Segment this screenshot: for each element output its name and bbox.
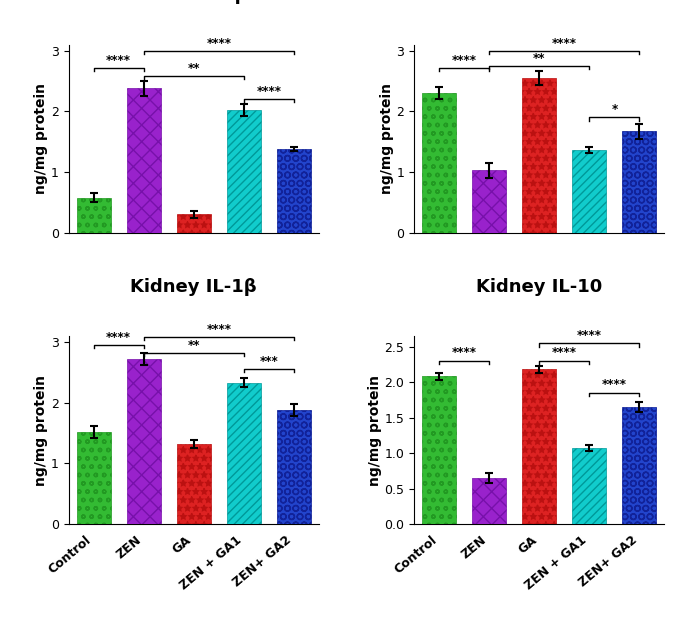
Bar: [572, 150, 606, 233]
Text: ****: ****: [451, 346, 477, 360]
Bar: [572, 448, 606, 524]
Bar: [623, 132, 656, 233]
Title: Liver IL-1β: Liver IL-1β: [140, 0, 247, 4]
Text: ****: ****: [256, 85, 282, 98]
Bar: [227, 110, 261, 233]
Text: **: **: [188, 339, 200, 352]
Bar: [277, 410, 311, 524]
Text: *: *: [611, 104, 617, 116]
Text: **: **: [188, 62, 200, 75]
Title: Liver IL-10: Liver IL-10: [486, 0, 593, 4]
Text: ****: ****: [577, 328, 602, 342]
Bar: [472, 170, 506, 233]
Bar: [422, 376, 456, 524]
Bar: [127, 88, 161, 233]
Y-axis label: ng/mg protein: ng/mg protein: [368, 374, 382, 486]
Bar: [422, 93, 456, 233]
Title: Kidney IL-1β: Kidney IL-1β: [130, 277, 257, 296]
Text: ****: ****: [106, 54, 131, 66]
Bar: [227, 383, 261, 524]
Bar: [177, 215, 211, 233]
Text: ****: ****: [451, 54, 477, 66]
Text: ****: ****: [602, 378, 627, 391]
Bar: [472, 478, 506, 524]
Text: ****: ****: [552, 346, 577, 360]
Bar: [177, 444, 211, 524]
Text: ***: ***: [260, 355, 278, 367]
Bar: [623, 407, 656, 524]
Text: ****: ****: [206, 323, 232, 336]
Text: ****: ****: [206, 36, 232, 50]
Y-axis label: ng/mg protein: ng/mg protein: [34, 83, 48, 194]
Bar: [522, 78, 556, 233]
Y-axis label: ng/mg protein: ng/mg protein: [34, 374, 48, 486]
Bar: [522, 369, 556, 524]
Bar: [77, 197, 110, 233]
Text: ****: ****: [106, 331, 131, 344]
Y-axis label: ng/mg protein: ng/mg protein: [379, 83, 394, 194]
Text: ****: ****: [552, 36, 577, 50]
Bar: [77, 432, 110, 524]
Bar: [277, 149, 311, 233]
Bar: [127, 359, 161, 524]
Text: **: **: [533, 52, 545, 65]
Title: Kidney IL-10: Kidney IL-10: [476, 277, 602, 296]
